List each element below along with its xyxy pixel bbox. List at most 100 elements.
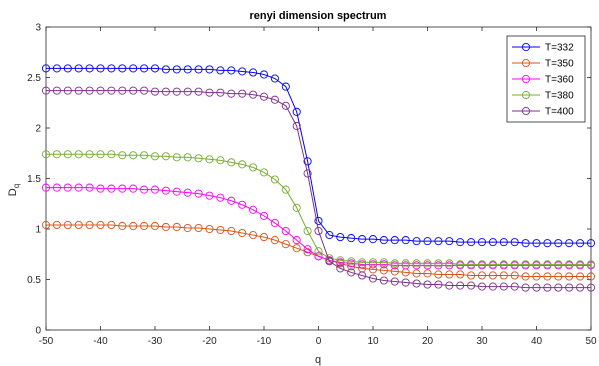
data-point xyxy=(270,218,279,227)
data-point xyxy=(107,64,116,73)
data-point xyxy=(205,88,214,97)
series-layer xyxy=(41,64,596,292)
data-point xyxy=(227,196,236,205)
data-point xyxy=(292,107,301,116)
data-point xyxy=(41,183,51,192)
data-point xyxy=(303,169,312,178)
data-point xyxy=(510,271,519,280)
x-axis-label: q xyxy=(315,354,321,366)
x-tick-label: -30 xyxy=(148,336,163,347)
data-point xyxy=(358,271,367,280)
data-point xyxy=(445,281,454,290)
data-point xyxy=(467,260,476,269)
data-point xyxy=(63,183,72,192)
data-point xyxy=(85,150,94,159)
data-point xyxy=(390,267,399,276)
legend-marker xyxy=(521,74,531,84)
data-point xyxy=(172,187,181,196)
data-point xyxy=(554,283,563,292)
data-point xyxy=(52,220,61,230)
data-point xyxy=(74,86,83,95)
data-point xyxy=(140,221,149,231)
data-point xyxy=(347,268,356,277)
data-point xyxy=(63,86,72,95)
data-point xyxy=(379,276,388,285)
data-point xyxy=(347,262,356,271)
data-point xyxy=(565,283,574,292)
data-point xyxy=(194,189,203,198)
data-point xyxy=(249,231,258,240)
data-point xyxy=(325,257,334,266)
data-point xyxy=(368,274,378,283)
data-point xyxy=(194,154,203,163)
axis-ticks: -50 -40 -30 -20 -10 0 10 20 30 40 50 0 0.5 1 1.5 2 2.5 3 xyxy=(27,23,597,348)
data-point xyxy=(161,65,170,74)
legend-item: T=400 xyxy=(512,107,574,118)
data-point xyxy=(249,205,258,214)
data-point xyxy=(172,87,181,96)
data-point xyxy=(499,282,508,291)
series-T=332 xyxy=(41,64,596,248)
data-point xyxy=(118,151,127,160)
data-point xyxy=(74,183,83,192)
data-point xyxy=(477,238,487,247)
legend-marker xyxy=(521,58,531,68)
data-point xyxy=(216,88,225,97)
data-point xyxy=(161,152,170,161)
data-point xyxy=(499,238,508,247)
data-point xyxy=(270,74,279,83)
data-point xyxy=(96,64,105,73)
data-point xyxy=(63,64,72,73)
data-point xyxy=(270,236,279,245)
data-point xyxy=(586,260,596,269)
x-tick-label: 40 xyxy=(531,336,543,347)
data-point xyxy=(74,64,83,73)
y-tick-label: 0.5 xyxy=(27,275,41,286)
data-point xyxy=(379,266,388,275)
data-point xyxy=(434,261,443,270)
data-point xyxy=(467,281,476,290)
data-point xyxy=(292,236,301,245)
data-point xyxy=(85,220,94,230)
legend-item: T=380 xyxy=(512,91,574,102)
data-point xyxy=(379,258,388,267)
legend-marker xyxy=(521,90,531,100)
data-point xyxy=(368,235,378,244)
data-point xyxy=(140,185,149,194)
data-point xyxy=(129,64,138,73)
y-tick-label: 1.5 xyxy=(27,174,41,185)
data-point xyxy=(586,272,596,281)
data-point xyxy=(292,244,301,253)
data-point xyxy=(325,231,334,240)
x-tick-label: 30 xyxy=(476,336,488,347)
data-point xyxy=(565,260,574,269)
data-point xyxy=(129,151,138,160)
data-point xyxy=(477,271,487,280)
legend-marker xyxy=(521,42,531,52)
data-point xyxy=(434,237,443,246)
data-point xyxy=(499,271,508,280)
data-point xyxy=(368,260,378,269)
data-point xyxy=(161,186,170,195)
data-point xyxy=(259,233,269,242)
data-point xyxy=(510,282,519,291)
data-point xyxy=(107,220,116,230)
y-tick-label: 1 xyxy=(35,225,41,236)
data-point xyxy=(576,260,585,269)
data-point xyxy=(368,258,378,267)
data-point xyxy=(41,150,51,159)
data-point xyxy=(347,259,356,268)
data-point xyxy=(401,261,410,270)
data-point xyxy=(456,270,465,279)
y-axis-label: D xyxy=(7,188,19,196)
data-point xyxy=(238,228,247,238)
y-axis-label-subscript: q xyxy=(12,184,21,188)
data-point xyxy=(543,272,552,281)
series-T=380 xyxy=(41,150,596,269)
data-point xyxy=(107,86,116,95)
data-point xyxy=(303,226,312,236)
data-point xyxy=(576,239,585,248)
data-point xyxy=(412,261,421,270)
data-point xyxy=(521,283,530,292)
data-point xyxy=(63,150,72,159)
